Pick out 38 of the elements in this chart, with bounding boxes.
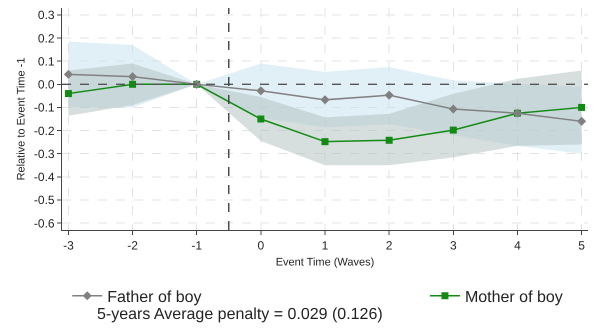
x-axis-title: Event Time (Waves) <box>276 256 374 269</box>
point <box>450 126 457 134</box>
y-tick-label: 0.2 <box>38 31 55 46</box>
point <box>64 90 72 98</box>
x-tick-label: 1 <box>322 238 329 252</box>
x-tick-label: 5 <box>578 238 586 252</box>
y-axis-title: Relative to Event Time -1 <box>16 58 28 180</box>
y-tick-label: 0.1 <box>38 54 55 68</box>
legend-label: Mother of boy <box>464 288 563 306</box>
y-tick-label: -0.5 <box>34 193 55 208</box>
y-tick-label: -0.1 <box>34 100 55 115</box>
x-tick-label: 0 <box>258 238 265 252</box>
y-tick-label: -0.4 <box>34 170 55 184</box>
point <box>129 80 136 88</box>
x-tick-label: -2 <box>127 238 138 252</box>
point <box>320 95 330 104</box>
y-tick-label: -0.2 <box>34 124 55 138</box>
legend-label: Father of boy <box>107 288 202 306</box>
x-tick-label: 3 <box>450 238 457 252</box>
y-tick-label: 0.0 <box>38 78 55 92</box>
x-tick-label: -1 <box>191 238 202 252</box>
y-tick-label: -0.3 <box>34 146 55 161</box>
y-tick-label: -0.6 <box>34 216 55 230</box>
x-tick-label: -3 <box>63 238 74 252</box>
point <box>448 104 458 114</box>
x-tick-label: 4 <box>514 238 522 252</box>
point <box>578 104 586 111</box>
point <box>386 136 393 144</box>
point <box>256 86 266 96</box>
point <box>128 72 138 82</box>
y-tick-label: 0.3 <box>38 8 55 22</box>
point <box>577 116 586 126</box>
point <box>257 116 264 122</box>
point <box>64 70 73 79</box>
point <box>384 90 394 100</box>
x-tick-label: 2 <box>386 238 393 252</box>
point <box>322 138 328 146</box>
text: 5-years Average penalty = 0.029 (0.126) <box>97 306 383 323</box>
